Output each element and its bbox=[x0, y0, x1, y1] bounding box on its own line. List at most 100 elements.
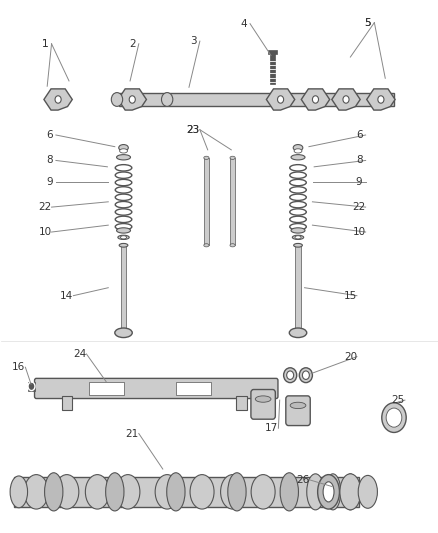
Bar bbox=[236, 397, 246, 410]
Text: 26: 26 bbox=[295, 475, 308, 484]
Ellipse shape bbox=[339, 474, 360, 510]
Ellipse shape bbox=[279, 473, 298, 511]
Text: 6: 6 bbox=[355, 130, 362, 140]
Ellipse shape bbox=[45, 473, 63, 511]
Text: 15: 15 bbox=[343, 290, 356, 301]
Ellipse shape bbox=[115, 328, 132, 337]
FancyBboxPatch shape bbox=[285, 396, 310, 425]
Ellipse shape bbox=[294, 236, 300, 239]
Ellipse shape bbox=[254, 396, 270, 402]
Circle shape bbox=[342, 96, 348, 103]
Text: 20: 20 bbox=[343, 352, 356, 361]
Ellipse shape bbox=[317, 474, 339, 509]
Ellipse shape bbox=[290, 155, 304, 160]
Ellipse shape bbox=[251, 474, 275, 509]
Circle shape bbox=[381, 403, 405, 432]
Bar bbox=[28, 382, 35, 391]
Ellipse shape bbox=[293, 144, 302, 151]
Ellipse shape bbox=[292, 235, 303, 239]
Ellipse shape bbox=[155, 474, 179, 509]
Bar bbox=[269, 52, 274, 84]
Text: 6: 6 bbox=[46, 130, 53, 140]
Ellipse shape bbox=[357, 475, 377, 508]
Ellipse shape bbox=[10, 476, 28, 508]
Ellipse shape bbox=[286, 371, 293, 379]
Bar bbox=[267, 50, 276, 54]
Bar bbox=[120, 245, 126, 330]
FancyBboxPatch shape bbox=[35, 378, 277, 399]
Ellipse shape bbox=[230, 156, 235, 159]
Polygon shape bbox=[44, 89, 72, 110]
Ellipse shape bbox=[322, 482, 333, 502]
Circle shape bbox=[111, 93, 122, 107]
Circle shape bbox=[377, 96, 383, 103]
Ellipse shape bbox=[227, 473, 246, 511]
Ellipse shape bbox=[289, 328, 306, 337]
Ellipse shape bbox=[220, 474, 244, 509]
Polygon shape bbox=[366, 89, 394, 110]
Text: 8: 8 bbox=[46, 156, 53, 165]
Ellipse shape bbox=[106, 473, 124, 511]
Circle shape bbox=[161, 93, 173, 107]
Circle shape bbox=[385, 408, 401, 427]
Ellipse shape bbox=[324, 474, 340, 510]
Ellipse shape bbox=[230, 244, 235, 247]
Ellipse shape bbox=[290, 402, 305, 409]
Ellipse shape bbox=[343, 474, 356, 510]
Ellipse shape bbox=[119, 149, 127, 153]
Ellipse shape bbox=[293, 149, 301, 153]
Text: 22: 22 bbox=[352, 202, 365, 212]
Ellipse shape bbox=[116, 474, 140, 509]
Ellipse shape bbox=[85, 474, 109, 509]
Text: 10: 10 bbox=[39, 227, 51, 237]
Text: 10: 10 bbox=[352, 227, 365, 237]
Text: 16: 16 bbox=[12, 362, 25, 372]
Text: 23: 23 bbox=[186, 125, 199, 135]
Ellipse shape bbox=[190, 474, 214, 509]
Circle shape bbox=[277, 96, 283, 103]
Polygon shape bbox=[266, 89, 294, 110]
Text: 3: 3 bbox=[190, 36, 196, 46]
Ellipse shape bbox=[203, 156, 208, 159]
Ellipse shape bbox=[302, 371, 309, 379]
Ellipse shape bbox=[283, 368, 296, 383]
Ellipse shape bbox=[203, 244, 208, 247]
Text: 9: 9 bbox=[46, 176, 53, 187]
Text: 8: 8 bbox=[355, 156, 362, 165]
Text: 1: 1 bbox=[42, 39, 48, 49]
Circle shape bbox=[129, 96, 135, 103]
Text: 21: 21 bbox=[125, 429, 138, 439]
Ellipse shape bbox=[166, 473, 184, 511]
Polygon shape bbox=[331, 89, 359, 110]
Ellipse shape bbox=[119, 244, 127, 247]
Bar bbox=[176, 382, 210, 395]
Bar bbox=[88, 382, 123, 395]
Ellipse shape bbox=[293, 244, 302, 247]
Bar bbox=[14, 477, 358, 507]
Circle shape bbox=[55, 96, 61, 103]
Bar bbox=[61, 397, 72, 410]
Ellipse shape bbox=[55, 474, 79, 509]
Polygon shape bbox=[118, 89, 146, 110]
Text: 22: 22 bbox=[38, 202, 52, 212]
Bar bbox=[204, 158, 208, 245]
Bar bbox=[230, 158, 234, 245]
Ellipse shape bbox=[290, 228, 304, 233]
Text: 14: 14 bbox=[60, 290, 73, 301]
Ellipse shape bbox=[116, 228, 130, 233]
Text: 17: 17 bbox=[265, 423, 278, 433]
Bar bbox=[119, 93, 393, 106]
Text: 23: 23 bbox=[186, 125, 199, 135]
Polygon shape bbox=[300, 89, 329, 110]
Text: 25: 25 bbox=[391, 395, 404, 405]
Text: 2: 2 bbox=[129, 39, 135, 49]
Ellipse shape bbox=[120, 236, 126, 239]
Text: 9: 9 bbox=[355, 176, 362, 187]
Bar bbox=[295, 245, 300, 330]
FancyBboxPatch shape bbox=[251, 390, 275, 419]
Text: 5: 5 bbox=[364, 18, 370, 28]
Ellipse shape bbox=[306, 474, 323, 510]
Ellipse shape bbox=[117, 235, 129, 239]
Text: 1: 1 bbox=[42, 39, 48, 49]
Ellipse shape bbox=[118, 144, 128, 151]
